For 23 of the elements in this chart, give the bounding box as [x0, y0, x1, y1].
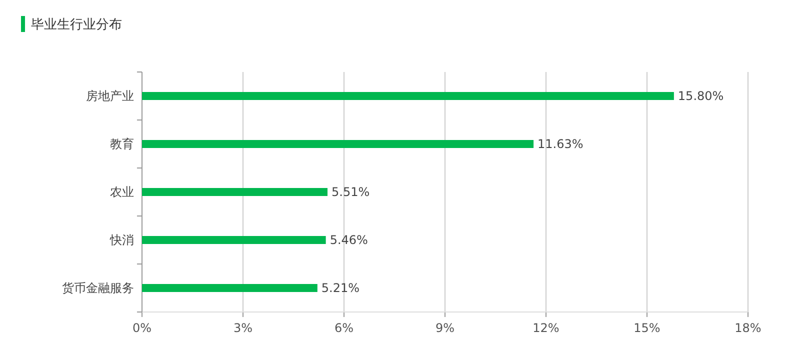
data-label: 5.51%	[332, 185, 370, 200]
x-tick-label: 12%	[532, 321, 560, 336]
y-tick-label: 教育	[110, 137, 134, 152]
x-tick-label: 9%	[435, 321, 455, 336]
data-label: 15.80%	[678, 89, 724, 104]
data-label: 5.21%	[321, 281, 360, 296]
x-tick-label: 3%	[233, 321, 253, 336]
bar	[142, 92, 674, 100]
x-tick-label: 6%	[334, 321, 354, 336]
bar	[142, 188, 328, 196]
y-tick-label: 货币金融服务	[62, 281, 134, 296]
bar	[142, 284, 318, 292]
y-tick-label: 房地产业	[86, 89, 134, 104]
y-tick-label: 快消	[109, 233, 134, 248]
data-label: 5.46%	[330, 233, 368, 248]
bar	[142, 140, 534, 148]
x-tick-label: 15%	[634, 321, 660, 336]
chart-title: 毕业生行业分布	[31, 18, 122, 33]
bar	[142, 236, 326, 244]
x-tick-label: 0%	[132, 321, 152, 336]
data-label: 11.63%	[538, 137, 584, 152]
x-tick-label: 18%	[734, 321, 762, 336]
y-tick-label: 农业	[110, 185, 134, 200]
